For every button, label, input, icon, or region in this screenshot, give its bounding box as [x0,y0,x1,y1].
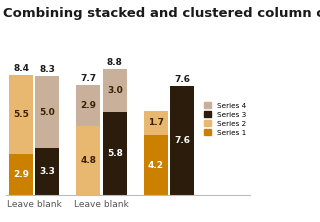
Text: 7.7: 7.7 [80,74,97,83]
Text: 8.4: 8.4 [13,64,29,73]
Text: 2.9: 2.9 [13,170,29,179]
Text: 2.9: 2.9 [80,101,96,110]
Text: 5.0: 5.0 [40,107,55,117]
Text: 5.5: 5.5 [13,110,29,119]
Text: Combining stacked and clustered column charts: Combining stacked and clustered column c… [3,7,320,20]
Text: 4.2: 4.2 [148,161,164,170]
Text: 4.8: 4.8 [80,156,96,165]
Bar [144,111,168,135]
Bar [36,76,60,148]
Text: 1.7: 1.7 [148,118,164,127]
Bar [170,86,194,195]
Bar [76,126,100,195]
Bar [144,135,168,195]
Bar [36,148,60,195]
Text: 7.6: 7.6 [174,136,190,145]
Bar [103,112,127,195]
Text: 3.0: 3.0 [107,86,123,95]
Bar [76,85,100,126]
Bar [9,75,33,154]
Legend: Series 4, Series 3, Series 2, Series 1: Series 4, Series 3, Series 2, Series 1 [204,102,246,136]
Text: 8.8: 8.8 [107,58,123,67]
Text: 8.3: 8.3 [39,65,55,74]
Text: 5.8: 5.8 [107,149,123,158]
Text: 3.3: 3.3 [39,167,55,176]
Text: 7.6: 7.6 [174,75,190,84]
Bar [9,154,33,195]
Bar [103,69,127,112]
